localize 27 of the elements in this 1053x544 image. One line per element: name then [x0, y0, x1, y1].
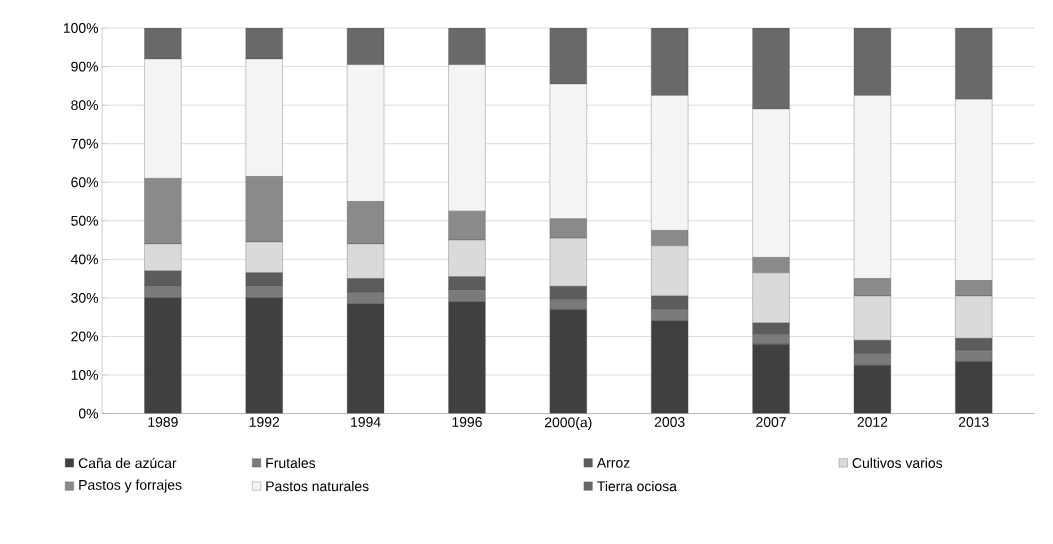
y-tick-label: 50% [71, 215, 99, 226]
x-tick-label: 2000(a) [544, 417, 592, 431]
x-tick-label: 1996 [452, 417, 482, 427]
y-tick-label: 90% [71, 61, 99, 72]
legend-label: Frutales [266, 457, 316, 469]
legend-label: Arroz [596, 458, 630, 468]
y-tick-label: 20% [71, 331, 99, 342]
y-tick-label: 60% [71, 177, 99, 188]
legend-label: Pastos y forrajes [79, 479, 182, 493]
y-tick-label: 30% [71, 292, 99, 303]
y-tick-label: 0% [78, 408, 99, 419]
x-tick-label: 2012 [857, 417, 888, 427]
legend-label: Cultivos varios [852, 457, 943, 469]
y-tick-label: 40% [70, 254, 99, 265]
x-tick-label: 1992 [249, 417, 280, 427]
x-tick-label: 1994 [351, 417, 381, 427]
legend-label: Caña de azúcar [78, 457, 177, 469]
legend-label: Tierra ociosa [597, 481, 677, 492]
y-tick-label: 70% [71, 138, 99, 149]
x-tick-label: 1989 [148, 417, 178, 427]
y-tick-label: 10% [71, 370, 99, 380]
x-tick-label: 2003 [654, 417, 685, 427]
x-tick-label: 2013 [958, 417, 989, 427]
x-tick-label: 2007 [756, 417, 786, 427]
legend-label: Pastos naturales [266, 481, 369, 492]
y-tick-label: 80% [71, 100, 99, 111]
y-tick-label: 100% [63, 23, 99, 34]
